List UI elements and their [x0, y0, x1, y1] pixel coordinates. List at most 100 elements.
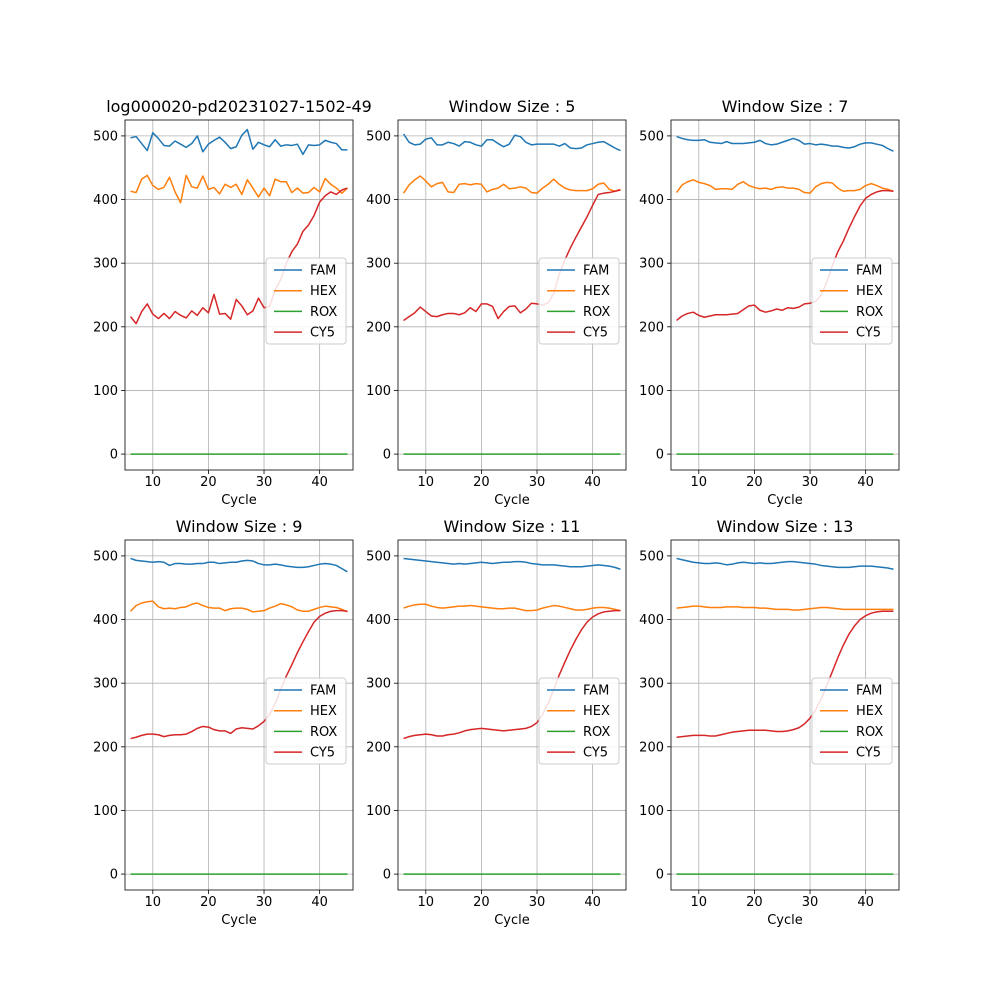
legend-label-cy5: CY5 [310, 326, 335, 341]
y-tick-label: 100 [366, 384, 391, 399]
series-line-cy5 [676, 610, 894, 739]
legend-label-cy5: CY5 [583, 326, 608, 341]
legend-label-hex: HEX [856, 284, 883, 299]
legend-label-fam: FAM [856, 684, 882, 699]
legend: FAM HEX ROX CY5 [265, 257, 347, 345]
legend-box [265, 677, 347, 765]
legend-label-rox: ROX [856, 305, 883, 320]
x-tick-label: 10 [691, 895, 708, 910]
series-line-fam [130, 128, 348, 156]
x-tick-label: 40 [311, 475, 328, 490]
y-tick-label: 0 [110, 868, 118, 883]
axes-frame [124, 119, 354, 471]
y-tick-label: 200 [93, 740, 118, 755]
y-tick-label: 300 [93, 257, 118, 272]
series-line-fam [130, 557, 348, 573]
x-tick-label: 40 [857, 475, 874, 490]
x-tick-label: 20 [473, 895, 490, 910]
y-tick-label: 500 [639, 129, 664, 144]
x-axis-label: Cycle [767, 493, 803, 508]
series-line-hex [675, 179, 894, 194]
x-tick-label: 30 [256, 475, 273, 490]
chart-title: Window Size : 5 [449, 97, 576, 116]
series-line-cy5 [129, 187, 348, 325]
legend-label-fam: FAM [583, 684, 609, 699]
y-tick-label: 300 [93, 677, 118, 692]
y-tick-label: 200 [366, 740, 391, 755]
series-line-fam [403, 557, 621, 570]
legend-label-cy5: CY5 [583, 746, 608, 761]
chart-panel-1: 10 20 30 400100200300400500Cyclelog000020-p… [93, 97, 372, 508]
legend-label-rox: ROX [583, 305, 610, 320]
legend-label-fam: FAM [856, 264, 882, 279]
legend-label-rox: ROX [310, 725, 337, 740]
legend-box [811, 257, 893, 345]
x-tick-label: 40 [857, 895, 874, 910]
legend-label-fam: FAM [583, 264, 609, 279]
legend-label-fam: FAM [310, 264, 336, 279]
legend: FAM HEX ROX CY5 [538, 257, 620, 345]
y-tick-label: 0 [383, 448, 391, 463]
legend: FAM HEX ROX CY5 [538, 677, 620, 765]
series-line-fam [676, 557, 894, 571]
legend-label-hex: HEX [583, 284, 610, 299]
y-tick-label: 300 [639, 677, 664, 692]
y-tick-label: 500 [639, 549, 664, 564]
y-tick-label: 400 [93, 193, 118, 208]
x-tick-label: 30 [802, 475, 819, 490]
x-tick-label: 30 [529, 895, 546, 910]
y-tick-label: 400 [639, 613, 664, 628]
series-line-fam [676, 135, 894, 152]
series-line-cy5 [403, 609, 621, 740]
y-tick-label: 500 [93, 549, 118, 564]
axes-frame [124, 539, 354, 891]
series-line-fam [402, 133, 621, 152]
legend-box [538, 257, 620, 345]
x-tick-label: 20 [200, 895, 217, 910]
legend: FAM HEX ROX CY5 [265, 677, 347, 765]
legend: FAM HEX ROX CY5 [811, 257, 893, 345]
y-tick-label: 100 [93, 384, 118, 399]
chart-title: Window Size : 11 [444, 517, 581, 536]
x-tick-label: 40 [311, 895, 328, 910]
legend-label-cy5: CY5 [856, 746, 881, 761]
x-axis-label: Cycle [767, 913, 803, 928]
x-tick-label: 10 [418, 895, 435, 910]
y-tick-label: 300 [366, 257, 391, 272]
x-axis-label: Cycle [494, 493, 530, 508]
y-tick-label: 100 [93, 804, 118, 819]
x-axis-label: Cycle [494, 913, 530, 928]
axes-frame [397, 539, 627, 891]
legend-label-hex: HEX [583, 704, 610, 719]
y-tick-label: 300 [639, 257, 664, 272]
series-line-hex [130, 600, 348, 613]
x-tick-label: 20 [200, 475, 217, 490]
series-line-cy5 [403, 189, 621, 322]
series-line-hex [676, 605, 894, 611]
x-tick-label: 20 [473, 475, 490, 490]
x-tick-label: 10 [145, 895, 162, 910]
y-tick-label: 200 [93, 320, 118, 335]
y-tick-label: 0 [383, 868, 391, 883]
axes-frame [670, 539, 900, 891]
legend-label-rox: ROX [583, 725, 610, 740]
y-tick-label: 400 [366, 613, 391, 628]
axes-frame [670, 119, 900, 471]
legend-label-cy5: CY5 [310, 746, 335, 761]
y-tick-label: 100 [639, 384, 664, 399]
y-tick-label: 0 [656, 868, 664, 883]
chart-title: Window Size : 9 [176, 517, 303, 536]
x-tick-label: 10 [691, 475, 708, 490]
series-line-hex [403, 603, 621, 612]
x-axis-label: Cycle [221, 913, 257, 928]
legend-label-cy5: CY5 [856, 326, 881, 341]
y-tick-label: 300 [366, 677, 391, 692]
series-line-cy5 [676, 189, 894, 322]
x-tick-label: 10 [418, 475, 435, 490]
x-tick-label: 20 [746, 475, 763, 490]
y-tick-label: 0 [110, 448, 118, 463]
